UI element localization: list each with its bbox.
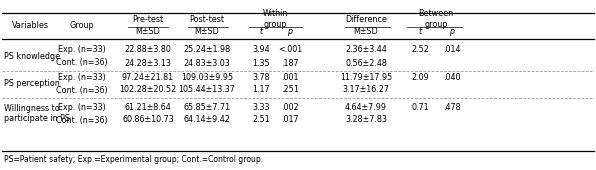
Text: .040: .040 [443, 72, 461, 81]
Text: t: t [259, 27, 263, 36]
Text: <.001: <.001 [278, 46, 302, 55]
Text: Between
group: Between group [418, 9, 454, 29]
Text: 3.78: 3.78 [252, 72, 270, 81]
Text: 60.86±10.73: 60.86±10.73 [122, 115, 174, 124]
Text: Exp. (n=33): Exp. (n=33) [58, 72, 106, 81]
Text: PS=Patient safety; Exp.=Experimental group; Cont.=Control group.: PS=Patient safety; Exp.=Experimental gro… [4, 155, 263, 164]
Text: 1.35: 1.35 [252, 58, 270, 67]
Text: p: p [287, 27, 293, 36]
Text: 105.44±13.37: 105.44±13.37 [179, 86, 235, 95]
Text: 102.28±20.52: 102.28±20.52 [119, 86, 176, 95]
Text: 4.64±7.99: 4.64±7.99 [345, 103, 387, 112]
Text: 24.28±3.13: 24.28±3.13 [125, 58, 172, 67]
Text: 2.51: 2.51 [252, 115, 270, 124]
Text: PS knowledge: PS knowledge [4, 52, 60, 61]
Text: 24.83±3.03: 24.83±3.03 [184, 58, 231, 67]
Text: 25.24±1.98: 25.24±1.98 [184, 46, 231, 55]
Text: .014: .014 [443, 46, 461, 55]
Text: Cont. (n=36): Cont. (n=36) [56, 86, 108, 95]
Text: 97.24±21.81: 97.24±21.81 [122, 72, 174, 81]
Text: 109.03±9.95: 109.03±9.95 [181, 72, 233, 81]
Text: 64.14±9.42: 64.14±9.42 [184, 115, 231, 124]
Text: .478: .478 [443, 103, 461, 112]
Text: 65.85±7.71: 65.85±7.71 [184, 103, 231, 112]
Text: 61.21±8.64: 61.21±8.64 [125, 103, 172, 112]
Text: 11.79±17.95: 11.79±17.95 [340, 72, 392, 81]
Text: Exp. (n=33): Exp. (n=33) [58, 103, 106, 112]
Text: Within
group: Within group [263, 9, 288, 29]
Text: M±SD: M±SD [195, 27, 219, 36]
Text: .002: .002 [281, 103, 299, 112]
Text: 2.52: 2.52 [411, 46, 429, 55]
Text: Post-test: Post-test [190, 15, 225, 24]
Text: Difference: Difference [345, 15, 387, 24]
Text: Group: Group [70, 21, 94, 30]
Text: .017: .017 [281, 115, 299, 124]
Text: 1.17: 1.17 [252, 86, 270, 95]
Text: Cont. (n=36): Cont. (n=36) [56, 115, 108, 124]
Text: Pre-test: Pre-test [132, 15, 163, 24]
Text: PS perception: PS perception [4, 79, 60, 88]
Text: p: p [449, 27, 455, 36]
Text: Willingness to
participate in PS: Willingness to participate in PS [4, 104, 70, 123]
Text: 2.09: 2.09 [411, 72, 429, 81]
Text: Exp. (n=33): Exp. (n=33) [58, 46, 106, 55]
Text: 0.71: 0.71 [411, 103, 429, 112]
Text: 22.88±3.80: 22.88±3.80 [125, 46, 172, 55]
Text: 3.28±7.83: 3.28±7.83 [345, 115, 387, 124]
Text: Variables: Variables [11, 21, 48, 30]
Text: Cont. (n=36): Cont. (n=36) [56, 58, 108, 67]
Text: 3.17±16.27: 3.17±16.27 [343, 86, 390, 95]
Text: .187: .187 [281, 58, 299, 67]
Text: t: t [418, 27, 421, 36]
Text: M±SD: M±SD [136, 27, 160, 36]
Text: .251: .251 [281, 86, 299, 95]
Text: 3.33: 3.33 [252, 103, 270, 112]
Text: .001: .001 [281, 72, 299, 81]
Text: 2.36±3.44: 2.36±3.44 [345, 46, 387, 55]
Text: 0.56±2.48: 0.56±2.48 [345, 58, 387, 67]
Text: 3.94: 3.94 [252, 46, 270, 55]
Text: M±SD: M±SD [353, 27, 378, 36]
